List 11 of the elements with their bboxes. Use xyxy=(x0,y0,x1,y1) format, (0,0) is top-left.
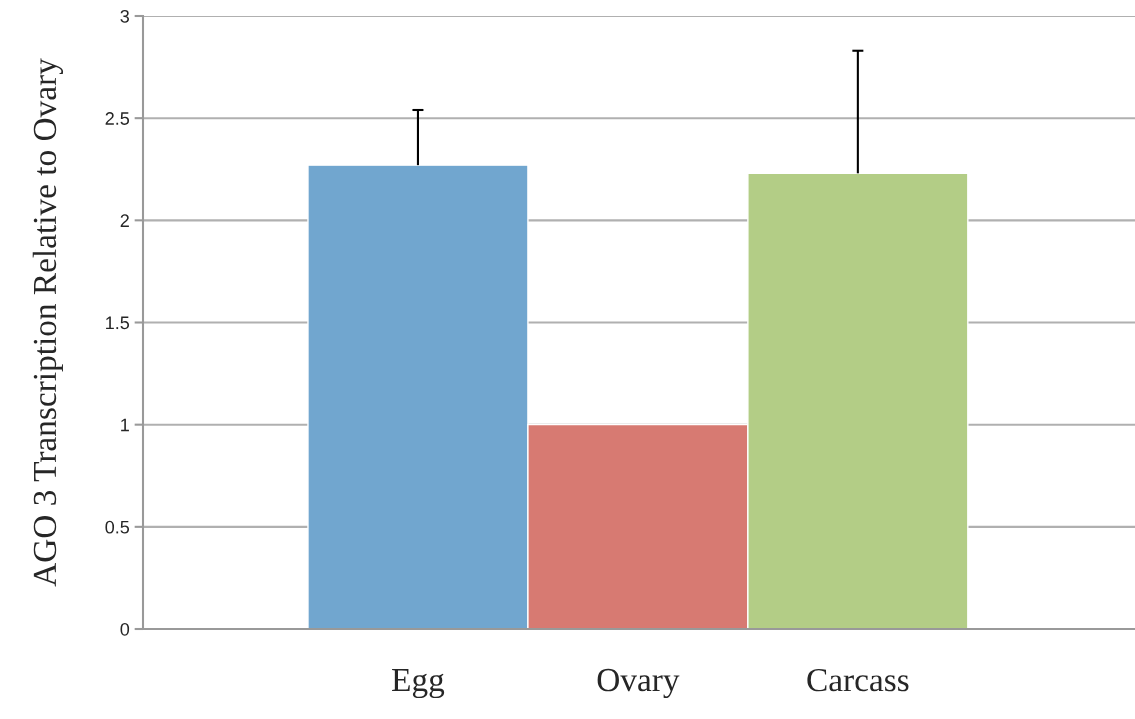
y-tick-label: 3 xyxy=(120,9,130,23)
x-tick-label: Egg xyxy=(392,669,445,699)
x-tick-label: Carcass xyxy=(807,668,909,692)
y-tick-label: 0 xyxy=(120,622,130,636)
y-tick-label: 1 xyxy=(121,418,129,432)
y-axis-title: AGO 3 Transcription Relative to Ovary xyxy=(32,58,64,587)
y-tick-label: 2 xyxy=(120,214,129,227)
y-tick-label: 2.5 xyxy=(105,112,130,125)
x-tick-label: Ovary xyxy=(597,668,680,699)
y-tick-label: 1.5 xyxy=(106,316,130,330)
y-tick-label: 0.5 xyxy=(105,520,130,534)
